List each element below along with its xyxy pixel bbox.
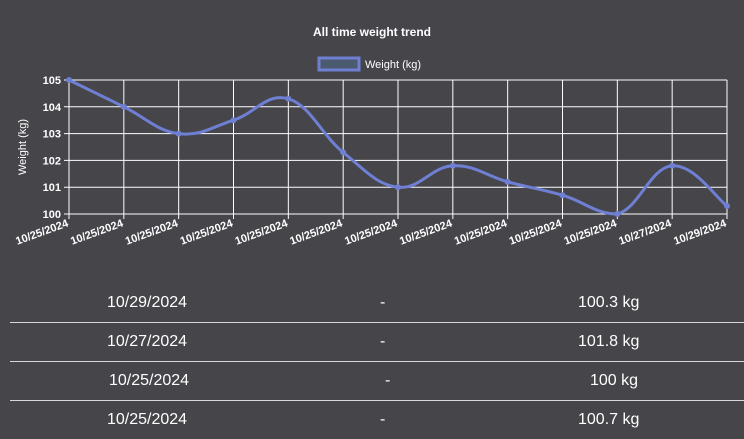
legend-label: Weight (kg) <box>365 59 421 71</box>
x-tick-label: 10/25/2024 <box>563 217 620 247</box>
data-point[interactable] <box>669 162 676 169</box>
row-separator: - <box>380 411 386 428</box>
row-date: 10/27/2024 <box>107 333 188 350</box>
x-tick-label: 10/25/2024 <box>453 217 510 247</box>
table-row: 10/29/2024 - 100.3 kg <box>10 284 744 323</box>
y-tick-label: 104 <box>43 102 62 114</box>
x-tick-label: 10/25/2024 <box>508 217 565 247</box>
row-separator: - <box>385 372 391 389</box>
y-tick-labels: 100 101 102 103 104 105 <box>43 75 62 221</box>
x-tick-label: 10/25/2024 <box>14 217 71 247</box>
y-tick-label: 101 <box>43 182 61 194</box>
chart-title: All time weight trend <box>313 25 431 39</box>
row-weight: 100 kg <box>590 372 639 389</box>
chart-legend[interactable]: Weight (kg) <box>317 56 421 72</box>
x-tick-label: 10/25/2024 <box>69 217 126 247</box>
row-weight: 101.8 kg <box>578 333 640 350</box>
row-date: 10/29/2024 <box>107 294 188 311</box>
data-point[interactable] <box>395 184 401 191</box>
row-separator: - <box>380 294 386 311</box>
legend-swatch <box>317 56 361 72</box>
x-tick-labels: 10/25/202410/25/202410/25/202410/25/2024… <box>14 217 729 247</box>
series-points <box>66 77 730 217</box>
data-point[interactable] <box>724 202 730 209</box>
y-axis-label: Weight (kg) <box>17 119 29 175</box>
row-date: 10/25/2024 <box>109 372 190 389</box>
weight-trend-chart: All time weight trend Weight (kg) Weight… <box>14 25 730 248</box>
x-tick-label: 10/25/2024 <box>288 217 345 247</box>
table-row: 10/25/2024 - 100.7 kg <box>10 401 744 439</box>
y-tick-label: 102 <box>43 155 61 167</box>
row-weight: 100.3 kg <box>578 294 640 311</box>
data-point[interactable] <box>559 192 566 199</box>
y-tick-label: 100 <box>43 209 61 221</box>
table-row: 10/25/2024 - 100 kg <box>10 362 744 401</box>
x-tick-label: 10/29/2024 <box>672 217 729 247</box>
data-point[interactable] <box>504 178 511 185</box>
data-point[interactable] <box>449 162 456 169</box>
data-point[interactable] <box>230 117 237 124</box>
weight-history-table: 10/29/2024 - 100.3 kg 10/27/2024 - 101.8… <box>10 284 744 439</box>
data-point[interactable] <box>120 103 127 110</box>
data-point[interactable] <box>285 95 292 102</box>
x-tick-label: 10/27/2024 <box>617 217 674 247</box>
data-point[interactable] <box>175 130 182 137</box>
grid-lines <box>64 79 728 219</box>
table-row: 10/27/2024 - 101.8 kg <box>10 323 744 362</box>
y-tick-label: 103 <box>43 129 61 141</box>
data-point[interactable] <box>340 149 347 156</box>
y-tick-label: 105 <box>43 75 61 87</box>
x-tick-label: 10/25/2024 <box>124 217 181 247</box>
data-point[interactable] <box>614 211 621 217</box>
x-tick-label: 10/25/2024 <box>398 217 455 247</box>
row-separator: - <box>380 333 386 350</box>
x-tick-label: 10/25/2024 <box>343 217 400 247</box>
x-tick-label: 10/25/2024 <box>234 217 291 247</box>
x-tick-label: 10/25/2024 <box>179 217 236 247</box>
row-date: 10/25/2024 <box>107 411 188 428</box>
row-weight: 100.7 kg <box>578 411 640 428</box>
data-point[interactable] <box>66 77 72 83</box>
